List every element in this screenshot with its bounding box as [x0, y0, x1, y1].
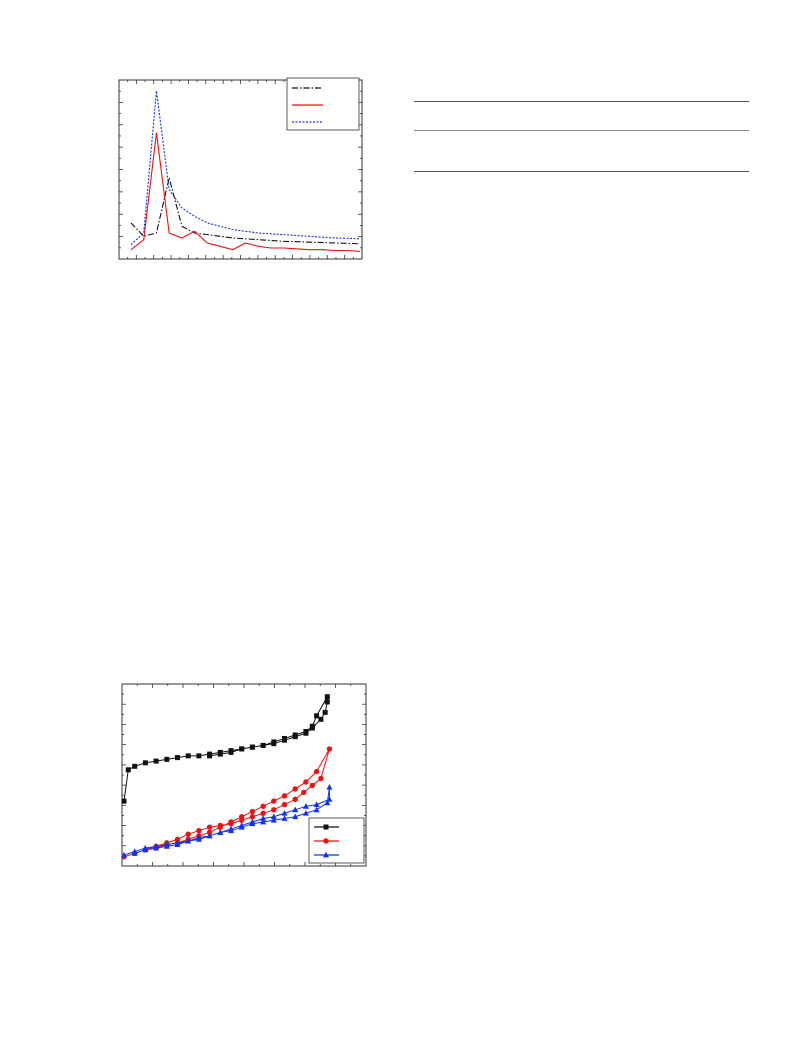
series-2-point [196, 827, 202, 834]
series-2-point [174, 836, 181, 843]
chart-top [118, 77, 363, 260]
series-3-point [281, 810, 288, 816]
series-3-point [174, 841, 181, 847]
series-1-point [324, 699, 330, 705]
series-1-point [260, 742, 266, 748]
series-1-point [322, 709, 328, 715]
series-2-line [130, 132, 361, 252]
table-header-rule [414, 130, 749, 131]
series-1-point [125, 767, 131, 773]
series-1-point [175, 755, 180, 761]
chart-bottom [121, 683, 367, 867]
series-1-point [153, 758, 159, 764]
series-2-point [206, 824, 213, 830]
series-2-point [249, 814, 256, 820]
series-1-point [324, 694, 330, 700]
series-2-point [309, 782, 316, 789]
series-1-point [196, 753, 202, 759]
series-1-point [217, 751, 223, 757]
series-1-line [130, 177, 361, 245]
series-3-point [292, 806, 299, 813]
series-3-point [185, 837, 192, 844]
series-3-point [270, 817, 277, 823]
series-2-point [206, 829, 213, 836]
table-bottom-rule [414, 171, 749, 172]
series-2-point [292, 786, 298, 792]
table-top-rule [414, 101, 749, 102]
legend-marker [323, 824, 329, 830]
series-3-point [292, 813, 299, 820]
series-1-point [239, 746, 245, 752]
series-1-point [164, 756, 170, 762]
series-3-point [228, 827, 234, 834]
series-3-point [302, 803, 309, 809]
series-3-point [153, 844, 160, 851]
series-1-point [228, 749, 234, 755]
series-2-point [301, 789, 307, 796]
series-1-point [309, 725, 315, 731]
series-2-point [239, 817, 245, 823]
legend-marker [323, 851, 329, 858]
series-2-point [217, 822, 223, 829]
series-2-point [313, 768, 320, 775]
series-2-point [326, 746, 333, 752]
series-1-point [282, 737, 287, 743]
series-2-line [123, 748, 330, 858]
series-2-point [281, 801, 288, 808]
series-1-point [207, 753, 213, 759]
series-1-point [318, 716, 324, 722]
series-2-point [260, 803, 266, 810]
series-1-point [142, 760, 148, 766]
series-1-point [292, 734, 298, 740]
legend-marker [323, 838, 329, 844]
series-3-point [217, 829, 224, 835]
series-2-point [260, 810, 266, 816]
series-1-point [185, 753, 191, 759]
series-1-point [121, 798, 127, 804]
series-1-point [132, 763, 138, 769]
series-3-point [260, 818, 267, 825]
series-2-point [271, 807, 277, 813]
series-1-line [123, 694, 328, 802]
series-2-point [303, 779, 309, 785]
series-2-point [281, 793, 288, 799]
series-3-point [131, 850, 138, 856]
series-2-point [292, 796, 298, 803]
series-1-point [271, 741, 277, 747]
series-3-point [324, 799, 331, 806]
series-1-point [303, 730, 309, 736]
series-3-point [238, 824, 245, 830]
series-3-point [195, 836, 202, 842]
series-2-point [271, 798, 277, 804]
series-3-point [142, 846, 149, 853]
series-3-point [249, 820, 256, 827]
series-3-point [302, 810, 309, 816]
legend-box [286, 77, 360, 131]
series-2-point [318, 775, 324, 782]
series-3-point [313, 801, 320, 807]
series-3-point [163, 843, 170, 849]
series-1-point [249, 744, 255, 750]
series-3-point [326, 796, 333, 802]
series-3-point [281, 815, 288, 821]
series-3-point [260, 815, 267, 821]
series-3-line [130, 90, 361, 246]
series-3-line [123, 787, 330, 856]
series-3-point [313, 806, 320, 813]
series-2-point [249, 808, 256, 815]
series-3-point [270, 813, 277, 820]
series-2-point [185, 831, 191, 837]
series-2-point [228, 821, 234, 827]
series-1-point [314, 713, 320, 719]
series-3-point [206, 832, 213, 839]
series-3-point [326, 783, 333, 790]
series-3-point [121, 851, 127, 858]
